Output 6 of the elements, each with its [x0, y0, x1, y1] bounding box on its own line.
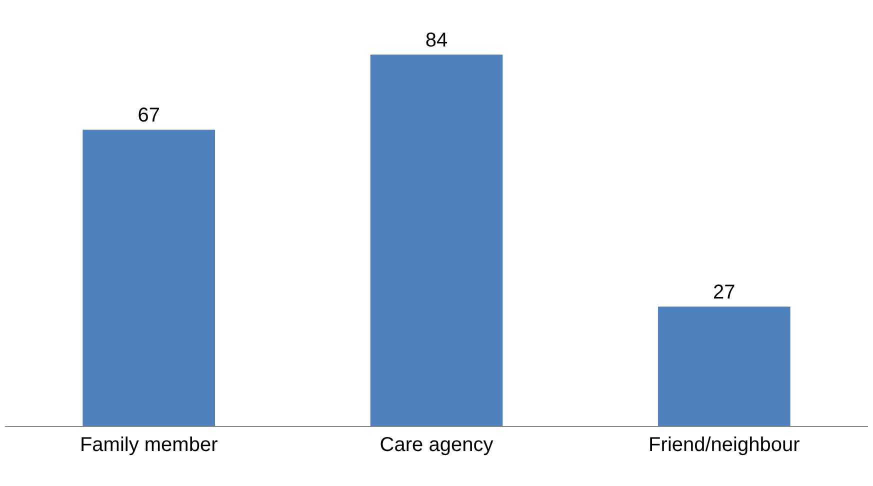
x-tick-label: Family member: [80, 434, 218, 456]
x-tick-label: Friend/neighbour: [648, 434, 800, 456]
data-label: 27: [713, 282, 736, 304]
x-tick-label: Care agency: [380, 434, 494, 456]
data-label: 84: [425, 30, 448, 52]
data-label: 67: [138, 104, 160, 127]
